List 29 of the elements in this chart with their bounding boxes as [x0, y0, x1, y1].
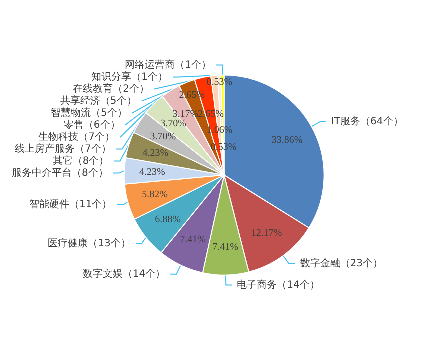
data-label: 3.70%: [160, 118, 187, 130]
data-label: 3.70%: [150, 132, 176, 143]
data-label: 5.82%: [142, 189, 168, 200]
slice-label: 智慧物流（5个）: [50, 106, 128, 119]
data-label: 4.23%: [139, 166, 166, 178]
slice-label: 生物科技（7个）: [38, 130, 116, 143]
data-label: 4.23%: [142, 148, 169, 159]
slice-label: 网络运营商（1个）: [125, 58, 212, 71]
slice-label: 线上房产服务（7个）: [15, 142, 112, 155]
data-label: 0.53%: [210, 142, 237, 153]
slice-label: 数字文娱（14个）: [82, 268, 166, 280]
data-label: 7.41%: [212, 242, 238, 253]
data-label: 6.88%: [155, 214, 181, 226]
data-label: 0.53%: [206, 76, 233, 88]
slice-label: 其它（8个）: [52, 154, 110, 167]
slice-label: 数字金融（23个）: [300, 258, 384, 270]
slice-label: 知识分享（1个）: [92, 70, 168, 83]
slice-label: 医疗健康（13个）: [48, 237, 131, 250]
slice-label: 共享经济（5个）: [60, 94, 137, 107]
slice-label: 在线教育（2个）: [73, 82, 150, 95]
data-label: 33.86%: [272, 134, 303, 146]
data-label: 12.17%: [251, 228, 282, 239]
slice-label: 零售（6个）: [64, 118, 120, 131]
slice-label: 服务中介平台（8个）: [12, 166, 108, 179]
data-label: 1.06%: [206, 125, 233, 136]
slice-label: 智能硬件（11个）: [29, 198, 112, 211]
data-label: 7.41%: [180, 234, 206, 246]
slice-label: 电子商务（14个）: [237, 278, 320, 291]
slice-label: IT服务（64个）: [331, 115, 404, 128]
